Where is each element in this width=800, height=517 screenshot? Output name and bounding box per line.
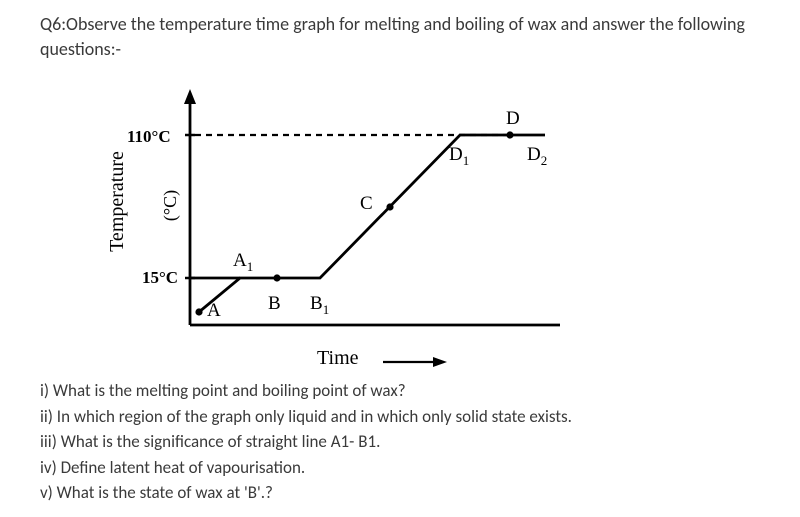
- question-list: i) What is the melting point and boiling…: [40, 378, 760, 506]
- tick-label-110c: 110°C: [127, 127, 171, 147]
- point-label-a: A: [207, 300, 221, 322]
- point-label-b: B: [268, 293, 281, 315]
- question-item-3: iii) What is the significance of straigh…: [40, 429, 760, 455]
- point-label-b1: B1: [310, 293, 329, 318]
- question-item-2: ii) In which region of the graph only li…: [40, 404, 760, 430]
- heating-curve-chart: Temperature (°C) Time 110°C 15°C A A1 B …: [105, 80, 605, 370]
- question-header: Q6:Observe the temperature time graph fo…: [40, 12, 760, 62]
- chart-svg: [105, 80, 605, 380]
- y-axis-label: Temperature: [106, 151, 129, 252]
- y-axis-unit: (°C): [160, 190, 181, 221]
- question-item-5: v) What is the state of wax at 'B'.?: [40, 480, 760, 506]
- point-label-d: D: [506, 108, 520, 130]
- question-item-4: iv) Define latent heat of vapourisation.: [40, 455, 760, 481]
- point-label-a1: A1: [233, 250, 253, 275]
- point-label-d1: D1: [449, 144, 469, 169]
- tick-label-15c: 15°C: [142, 268, 178, 288]
- x-axis-label: Time: [317, 347, 359, 370]
- question-item-1: i) What is the melting point and boiling…: [40, 378, 760, 404]
- point-label-c: C: [360, 193, 373, 215]
- point-label-d2: D2: [527, 144, 547, 169]
